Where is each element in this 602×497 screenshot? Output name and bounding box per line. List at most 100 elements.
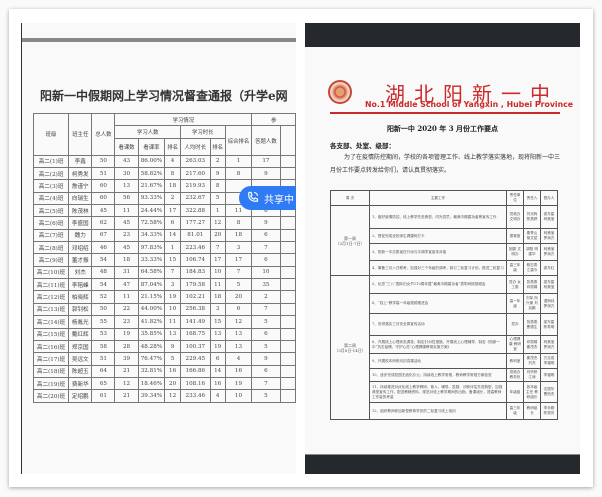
cell: 177.27 [179,216,211,230]
responsible-unit: 年级组 [506,381,524,403]
header-cell: 督办人 [540,190,558,206]
task-description: 1、做好疫情防控、线上教学先进典型、闪光党员、最美巾帼建功者等宣传工作 [369,205,507,229]
cell: 3 [209,302,226,317]
cell: 44.00% [137,302,166,317]
school-name-cn: 湖北阳新一中 [385,82,559,106]
cell: 48 [91,265,116,280]
cell: 5 [164,352,181,366]
cell: 13 [114,179,139,193]
screen-share-badge[interactable]: 共享中 [239,186,296,210]
cell: 柏晓辉 [68,290,93,304]
cell: 12 [114,376,139,391]
cell: 18 [164,179,181,193]
cell: 邓绍绍 [68,241,93,255]
cell: 11 [114,204,139,218]
cell: 24.44% [137,204,166,218]
cell: 100.37 [179,339,211,354]
cell: 32.81% [137,364,166,378]
supervisor: 梁东星 柯美宝 [540,275,558,294]
cell: 45 [91,204,116,218]
table-row: 高二(9)班 董才振 54 18 33.33% 15 106.74 17 17 6 [32,253,296,267]
task-row: 3、阳新一中志愿者在行动与平调学宣宣传对接 团委 文明办 胡翔 明建华 柯美宝 罗润方 [331,243,558,261]
cell: 58 [91,339,116,354]
cell: 4 [164,154,181,169]
cell: 1 [164,241,181,255]
cell: 3 [224,241,253,255]
cell: 61 [91,389,116,403]
cell: 56 [114,191,139,206]
table-row: 高二(13)班 郭钊松 50 22 44.00% 10 256.38 3 6 7 [32,302,296,317]
viewer-bottom-bar [305,454,580,474]
header-row: 周 次主要工作 责任单位 责任人 督办人 [330,190,558,206]
cell: 李盛国 [68,216,93,230]
cell: 19 [224,376,253,391]
responsible-person: 刘军 阮兴景 刘兆鹏 [523,293,541,314]
header-rule [330,112,560,114]
cell: 51 [91,352,116,366]
cell: 12 [164,389,181,403]
cell: 刘杰 [68,265,93,280]
cell: 董才振 [68,253,93,267]
table-row: 高二(19)班 费新华 65 12 18.46% 20 108.16 16 19 7 [32,376,296,391]
cell: 60 [91,191,116,206]
cell: 高二(16)班 [32,339,70,354]
cell: 35 [251,278,281,292]
cell: 55 [91,315,116,329]
task-description: 9、开展校本研修月初讲课活动 [369,353,507,369]
header-watch-rate: 看课率 [137,137,166,156]
responsible-person: 刘光辉 陈燕婷 [523,205,541,229]
cell: 高二(5)班 [32,204,70,218]
cell: 定绍鹏 [68,389,93,403]
cell: 12 [209,216,226,230]
cell: 13 [224,339,253,354]
cell [279,154,296,169]
cell: 51 [91,167,116,181]
cell: 141.49 [179,315,211,329]
report-title: 阳新一中假期网上学习情况督查通报（升学e网 [40,89,288,103]
responsible-person: 胡翔 明建华 [523,243,541,261]
cell: 39 [114,352,139,366]
header-blank [279,125,296,156]
cell: 30 [114,167,139,181]
cell: 8 [209,179,226,193]
task-row: 6、“线上”教学高一年级视频推进会 高一年级 刘军 阮兴景 刘兆鹏 谭炳炜 罗润方 [331,293,558,314]
cell: 魏力 [68,228,93,243]
cell: 6 [251,253,281,267]
header-cell: 责任人 [523,190,541,206]
cell: 高二(8)班 [32,241,70,255]
share-label: 共享中 [264,194,294,206]
study-report-table: 班级 班主任 总人数 学习情况参学习人数 学习时长 综合排名 答题人数 看课数 看课率 排名 人均时… [32,112,296,403]
week-cell: 第一周 （3月1日-7日） [330,205,370,276]
cell [279,315,296,329]
header-cell: 主要工作 [369,190,507,206]
table-row: 高二(11)班 李陪峰 54 47 87.04% 3 179.58 11 5 35 [32,278,296,292]
responsible-person: 秦青山 胡文斌 [523,228,541,244]
supervisor: 李福明 [540,368,558,382]
cell: 9 [164,339,181,354]
cell [279,216,296,230]
header-answer-people: 答题人数 [251,125,281,156]
cell: 21.67% [137,179,166,193]
task-description: 10、逐步完成校园无纸化办公；持续线上教学常规，教师教学常规方案检查 [369,368,507,382]
cell: 14 [209,364,226,378]
supervisor: 李永刚 陈秀芳 [540,402,558,420]
image-frame: 阳新一中假期网上学习情况督查通报（升学e网 班级 班主任 总人数 学习情况参学习人数学… [9,9,593,487]
responsible-unit: 党政办 文明办 [506,205,524,229]
responsible-unit: 高一年级 [506,293,524,314]
task-description: 2、督促完成全校师生健康码打卡 [369,228,507,244]
cell: 8 [164,167,181,181]
greeting: 各支部、处室、级部： [330,142,395,150]
cell: 15 [164,253,181,267]
cell: 35.85% [137,327,166,341]
cell: 229.45 [179,352,211,366]
cell: 7 [251,302,281,317]
left-document-page: 阳新一中假期网上学习情况督查通报（升学e网 班级 班主任 总人数 学习情况参学习人数学… [21,23,296,474]
responsible-person: 张燕燕 曹德生 [523,313,541,336]
cell: 19 [209,339,226,354]
cell: 高二(14)班 [32,315,70,329]
supervisor: 柯美宝 罗润方 [540,228,558,244]
table-row: 高二(7)班 魏力 67 23 34.33% 14 81.01 20 18 6 [32,228,296,243]
cell: 93.33% [137,191,166,206]
cell: 64 [91,364,116,378]
cell: 46 [91,241,116,255]
